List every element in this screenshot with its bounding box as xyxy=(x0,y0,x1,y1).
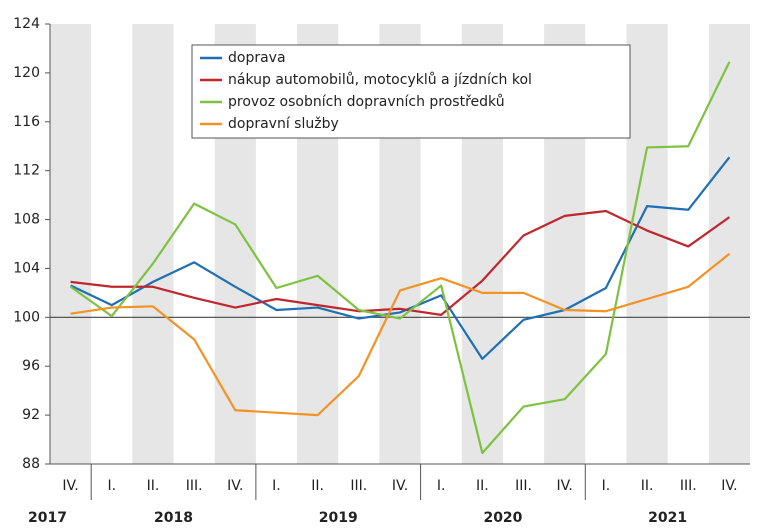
series-line xyxy=(70,156,731,360)
legend-label: doprava xyxy=(228,50,286,66)
y-tick-label: 108 xyxy=(13,212,40,228)
year-label: 2020 xyxy=(483,510,522,525)
x-tick-label: III. xyxy=(515,478,532,494)
stripe xyxy=(708,24,750,464)
x-tick-label: IV. xyxy=(721,478,737,494)
x-tick-label: I. xyxy=(272,478,281,494)
legend-box xyxy=(191,44,631,139)
legend-label: provoz osobních dopravních prostředků xyxy=(228,94,505,110)
x-tick-label: IV. xyxy=(392,478,408,494)
x-tick-label: III. xyxy=(680,478,697,494)
legend: doprava nákup automobilů, motocyklů a jíz… xyxy=(191,44,631,139)
y-tick-label: 100 xyxy=(13,309,40,325)
stripe xyxy=(626,24,668,464)
x-tick-label: II. xyxy=(311,478,324,494)
legend-label: nákup automobilů, motocyklů a jízdních k… xyxy=(228,72,532,88)
legend-label: dopravní služby xyxy=(228,116,339,132)
y-tick-label: 116 xyxy=(13,114,40,130)
stripe xyxy=(50,24,92,464)
x-tick-label: III. xyxy=(350,478,367,494)
y-tick-label: 112 xyxy=(13,163,40,179)
series-line xyxy=(69,61,731,455)
year-label: 2021 xyxy=(648,510,687,525)
year-label: 2018 xyxy=(154,510,193,525)
series-line xyxy=(70,252,731,417)
series-line xyxy=(70,209,731,316)
year-label: 2017 xyxy=(28,510,67,525)
x-tick-label: II. xyxy=(147,478,160,494)
year-label: 2019 xyxy=(319,510,358,525)
y-tick-label: 92 xyxy=(22,407,40,423)
x-tick-label: IV. xyxy=(62,478,78,494)
y-tick-label: 124 xyxy=(13,16,40,32)
y-tick-label: 104 xyxy=(13,260,40,276)
x-tick-label: IV. xyxy=(227,478,243,494)
y-tick-label: 96 xyxy=(22,358,40,374)
x-tick-label: II. xyxy=(476,478,489,494)
x-tick-label: IV. xyxy=(557,478,573,494)
x-tick-label: II. xyxy=(641,478,654,494)
x-tick-label: I. xyxy=(437,478,446,494)
y-tick-label: 120 xyxy=(13,65,40,81)
x-tick-label: I. xyxy=(107,478,116,494)
x-tick-label: III. xyxy=(186,478,203,494)
y-tick-label: 88 xyxy=(22,456,40,472)
x-tick-label: I. xyxy=(602,478,611,494)
